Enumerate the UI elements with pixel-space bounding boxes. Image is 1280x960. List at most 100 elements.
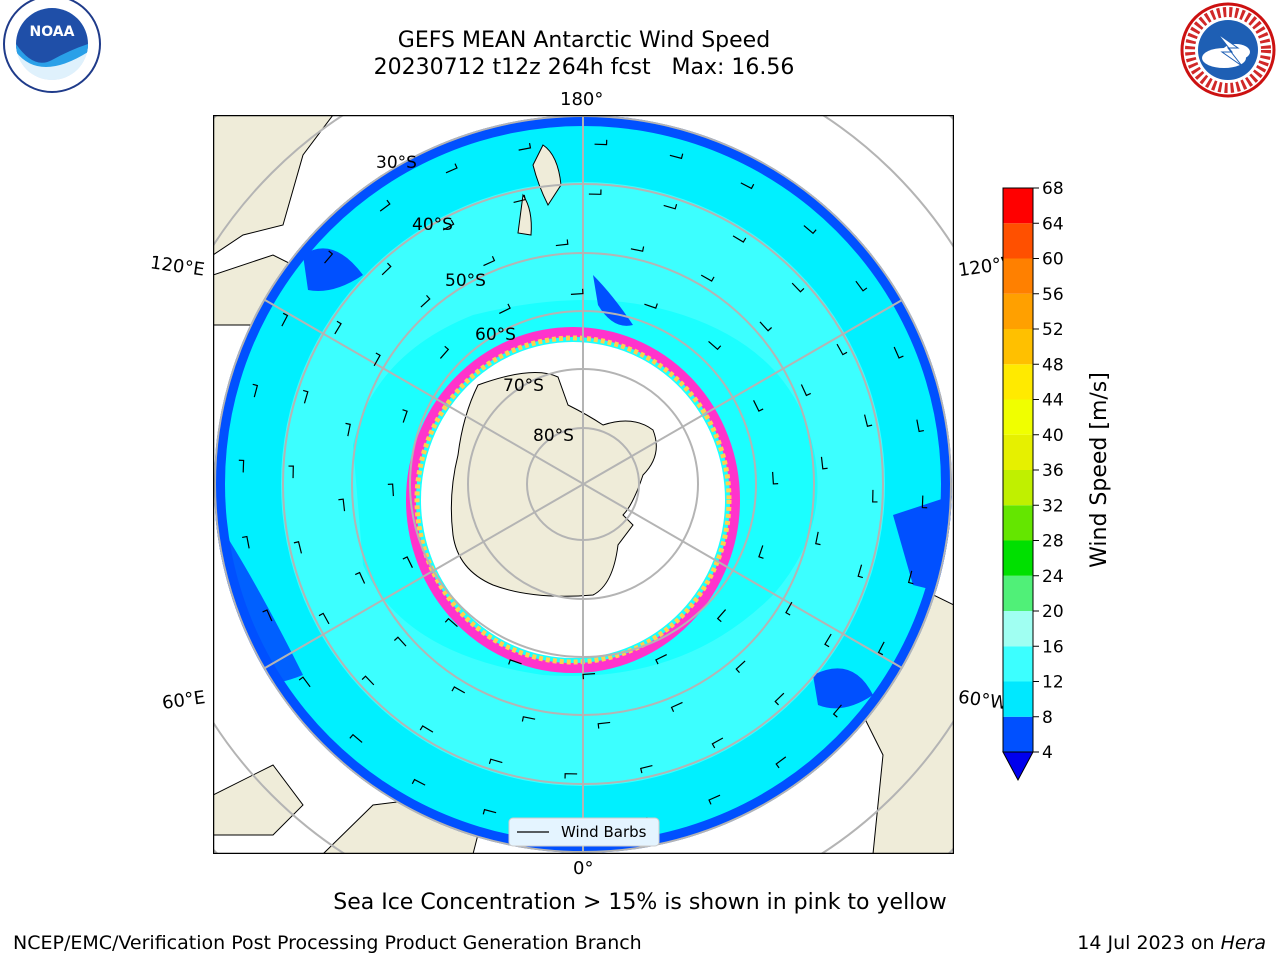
colorbar-tick-label: 24 (1042, 567, 1064, 587)
wind-barb (711, 737, 724, 749)
wind-barb (298, 676, 311, 688)
wind-barb (594, 139, 608, 146)
wind-barb (772, 471, 779, 485)
wind-barb (670, 701, 683, 712)
wind-barb (513, 194, 526, 204)
wind-barb (700, 274, 715, 282)
wind-barb (293, 541, 303, 554)
wind-barb (735, 660, 746, 674)
wind-barb (669, 153, 684, 160)
wind-barb (402, 409, 408, 423)
noaa-logo-icon: NOAA (3, 0, 101, 93)
colorbar-band (1003, 293, 1033, 329)
wind-barb (824, 633, 832, 648)
wind-barb (499, 303, 511, 314)
colorbar-label: Wind Speed [m/s] (1087, 372, 1112, 568)
polar-map: 30°S 40°S 50°S 60°S 70°S 80°S Wind Barbs (213, 115, 954, 854)
wind-barb (872, 489, 878, 503)
wind-barb (402, 556, 413, 568)
wind-barb (708, 340, 722, 351)
wind-barb (420, 294, 431, 308)
wind-barb (644, 303, 658, 309)
wind-barb (345, 422, 351, 437)
wind-barb (815, 531, 821, 546)
wind-barb (488, 758, 503, 764)
wind-barb (588, 189, 602, 195)
colorbar-band (1003, 540, 1033, 576)
wind-barb (444, 617, 458, 628)
wind-barb (445, 163, 458, 174)
colorbar-band (1003, 611, 1033, 647)
wind-barb (349, 733, 363, 743)
wind-barb (655, 654, 667, 665)
wind-barb (393, 636, 407, 647)
wind-barb (774, 692, 785, 706)
credit-date: 14 Jul 2023 on (1077, 932, 1221, 954)
colorbar-band (1003, 434, 1033, 470)
wind-barb (303, 389, 309, 404)
wind-barb (262, 609, 273, 622)
wind-barb (832, 704, 842, 718)
colorbar-band (1003, 681, 1033, 717)
colorbar-tick-label: 60 (1042, 250, 1064, 270)
colorbar-band (1003, 646, 1033, 682)
colorbar-tick-label: 64 (1042, 214, 1064, 234)
wind-barb (521, 716, 536, 722)
wind-barb (373, 352, 381, 367)
colorbar-band (1003, 470, 1033, 506)
wind-barb (877, 641, 885, 656)
wind-barb (570, 288, 584, 295)
colorbar-band (1003, 364, 1033, 400)
wind-barb (921, 495, 928, 509)
wind-barb (775, 756, 787, 769)
colorbar-band (1003, 329, 1033, 365)
map-subtitle: 20230712 t12z 264h fcst Max: 16.56 (373, 55, 795, 80)
wind-barb (482, 808, 497, 815)
nws-logo-icon (1180, 2, 1276, 98)
colorbar-tick-label: 28 (1042, 532, 1064, 552)
wind-barb (863, 414, 873, 427)
antarctica-landmass (450, 372, 657, 597)
lon-label-120e: 120°E (148, 252, 206, 281)
wind-barb (785, 601, 793, 616)
wind-barb (630, 246, 645, 252)
wind-barb (758, 545, 764, 559)
noaa-logo-text: NOAA (30, 24, 75, 40)
wind-barb (411, 778, 426, 786)
wind-barb (597, 721, 611, 729)
wind-barb (334, 320, 342, 335)
lat-label-40s: 40°S (412, 215, 453, 235)
wind-barb (252, 383, 259, 398)
wind-barb (857, 564, 863, 579)
wind-barb (338, 498, 346, 512)
wind-barb (564, 773, 578, 779)
wind-barb (791, 282, 805, 293)
colorbar-tick-label: 68 (1042, 180, 1064, 199)
colorbar-tick-label: 12 (1042, 673, 1064, 693)
colorbar-tick-label: 32 (1042, 496, 1064, 516)
wind-barb (708, 794, 721, 805)
lat-label-70s: 70°S (503, 376, 544, 396)
wind-barb (759, 321, 773, 332)
colorbar-tick-label: 52 (1042, 320, 1064, 340)
credit-left: NCEP/EMC/Verification Post Processing Pr… (13, 932, 642, 954)
wind-barb (379, 199, 391, 212)
wind-barb (582, 673, 596, 680)
map-legend: Wind Barbs (508, 817, 660, 847)
lon-label-60e: 60°E (160, 687, 207, 714)
wind-barb (640, 764, 653, 774)
colorbar-tick-label: 20 (1042, 602, 1064, 622)
lat-label-30s: 30°S (376, 153, 417, 173)
colorbar-band (1003, 716, 1033, 752)
colorbar-tick-label: 56 (1042, 285, 1064, 305)
colorbar-tick-label: 44 (1042, 391, 1064, 411)
wind-barb (281, 312, 289, 327)
colorbar-band (1003, 575, 1033, 611)
credit-right: 14 Jul 2023 on Hera (1077, 932, 1266, 954)
map-title: GEFS MEAN Antarctic Wind Speed (397, 28, 771, 53)
wind-barb (907, 570, 914, 585)
lon-label-0: 0° (573, 858, 594, 879)
wind-barb (753, 400, 764, 412)
colorbar-tick-label: 8 (1042, 708, 1053, 728)
